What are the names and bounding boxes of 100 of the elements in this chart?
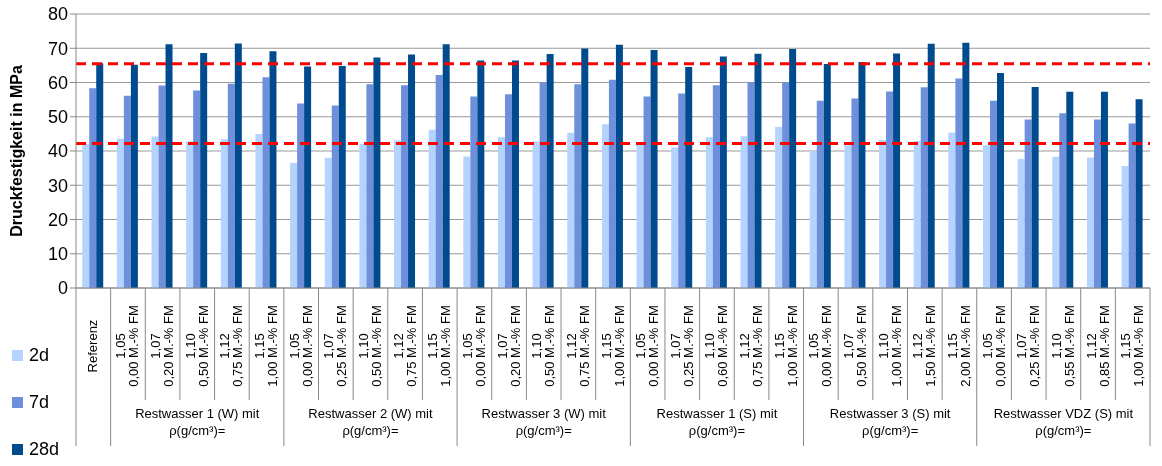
x-tick-label: 1,15 1,00 M.-% FM <box>425 305 454 387</box>
bar <box>477 60 485 288</box>
bar <box>1135 99 1143 288</box>
x-tick-label: 1,05 0,00 M.-% FM <box>806 305 835 387</box>
x-tick-label: 1,10 0,55 M.-% FM <box>1048 305 1077 387</box>
bar <box>678 93 686 288</box>
x-tick-label: Referenz <box>85 319 101 373</box>
bar <box>643 96 651 288</box>
text: Restwasser 1 (S) mit ρ(g/cm³)= <box>656 406 778 438</box>
bar <box>809 151 817 288</box>
bar <box>754 53 762 288</box>
bar <box>775 127 783 288</box>
bar <box>186 141 194 288</box>
x-tick-label: 1,12 0,75 M.-% FM <box>390 305 419 387</box>
x-tick-label: 1,10 0,50 M.-% FM <box>355 305 384 387</box>
text: Restwasser 3 (W) mit ρ(g/cm³)= <box>481 406 607 438</box>
x-tick-label: 1,15 1,00 M.-% FM <box>598 305 627 387</box>
bar <box>1017 158 1025 288</box>
bar <box>158 85 166 288</box>
bar <box>193 90 201 288</box>
bar <box>789 48 797 288</box>
bar <box>685 67 693 288</box>
bar <box>338 66 346 288</box>
x-tick-label: 1,05 0,00 M.-% FM <box>459 305 488 387</box>
text: Restwasser 2 (W) mit ρ(g/cm³)= <box>308 406 433 438</box>
x-tick-label: 1,10 0,50 M.-% FM <box>529 305 558 387</box>
bar <box>650 49 658 288</box>
x-tick-label: 1,07 0,50 M.-% FM <box>841 305 870 387</box>
bar <box>442 44 450 288</box>
y-tick-label: 50 <box>47 107 68 128</box>
bar <box>200 53 208 288</box>
x-tick-label: 1,15 1,00 M.-% FM <box>252 305 281 387</box>
bar <box>116 138 124 288</box>
bar <box>428 129 436 288</box>
bar <box>470 96 478 288</box>
bar <box>705 137 713 288</box>
bar <box>747 82 755 288</box>
y-tick-label: 10 <box>47 244 68 265</box>
bar <box>234 43 242 288</box>
x-tick-label: 1,10 1,00 M.-% FM <box>875 305 904 387</box>
bar <box>1031 86 1039 288</box>
x-tick-label: 1,07 0,20 M.-% FM <box>148 305 177 387</box>
bar <box>408 54 416 288</box>
y-tick-label: 0 <box>57 278 68 299</box>
x-tick-label: 1,15 1,00 M.-% FM <box>771 305 800 387</box>
x-tick-label: 1,05 0,00 M.-% FM <box>979 305 1008 387</box>
bar <box>983 145 991 288</box>
bar <box>290 162 298 288</box>
bar <box>1066 91 1074 288</box>
bar <box>366 84 374 288</box>
y-tick-label: 70 <box>47 38 68 59</box>
x-tick-label: 1,05 0,00 M.-% FM <box>286 305 315 387</box>
bar <box>255 133 263 288</box>
bar <box>435 74 443 288</box>
bar <box>851 98 859 288</box>
bar <box>719 56 727 288</box>
bar <box>740 136 748 288</box>
bar <box>955 78 963 288</box>
legend-label: 28d <box>29 439 60 460</box>
x-tick-label: 1,07 0,25 M.-% FM <box>1014 305 1043 387</box>
bar <box>997 72 1005 288</box>
x-tick-label: 1,12 1,50 M.-% FM <box>910 305 939 387</box>
bar <box>858 61 866 288</box>
y-axis-title: Druckfestigkeit in MPa <box>8 65 25 237</box>
y-tick-label: 60 <box>47 72 68 93</box>
bar <box>948 132 956 288</box>
x-tick-label: 1,07 0,25 M.-% FM <box>667 305 696 387</box>
bar <box>1128 123 1136 288</box>
bar <box>463 156 471 288</box>
bar <box>373 57 381 288</box>
bar <box>893 53 901 288</box>
y-tick-label: 30 <box>47 175 68 196</box>
bar <box>601 124 609 288</box>
x-tick-label: 1,05 0,00 M.-% FM <box>113 305 142 387</box>
bar <box>130 64 138 288</box>
bar <box>608 79 616 288</box>
bar <box>497 137 505 288</box>
bar <box>1059 113 1067 288</box>
bar <box>123 95 131 288</box>
bar <box>1052 156 1060 288</box>
legend-label: 2d <box>29 345 50 366</box>
bar <box>990 100 998 288</box>
bar <box>532 141 540 288</box>
bar <box>816 100 824 288</box>
bar <box>1100 91 1108 288</box>
bar <box>823 64 831 288</box>
bar <box>269 51 277 288</box>
bar <box>96 63 104 288</box>
bar <box>220 139 228 288</box>
bar <box>539 82 547 288</box>
bar <box>511 60 519 288</box>
bar <box>671 147 679 288</box>
x-tick-label: 1,05 0,00 M.-% FM <box>633 305 662 387</box>
x-tick-label: 1,10 0,60 M.-% FM <box>702 305 731 387</box>
bar <box>567 132 575 288</box>
bar <box>304 66 312 288</box>
bar <box>394 140 402 288</box>
bar <box>636 143 644 288</box>
x-tick-label: 1,12 0,75 M.-% FM <box>217 305 246 387</box>
bar <box>1121 166 1129 288</box>
